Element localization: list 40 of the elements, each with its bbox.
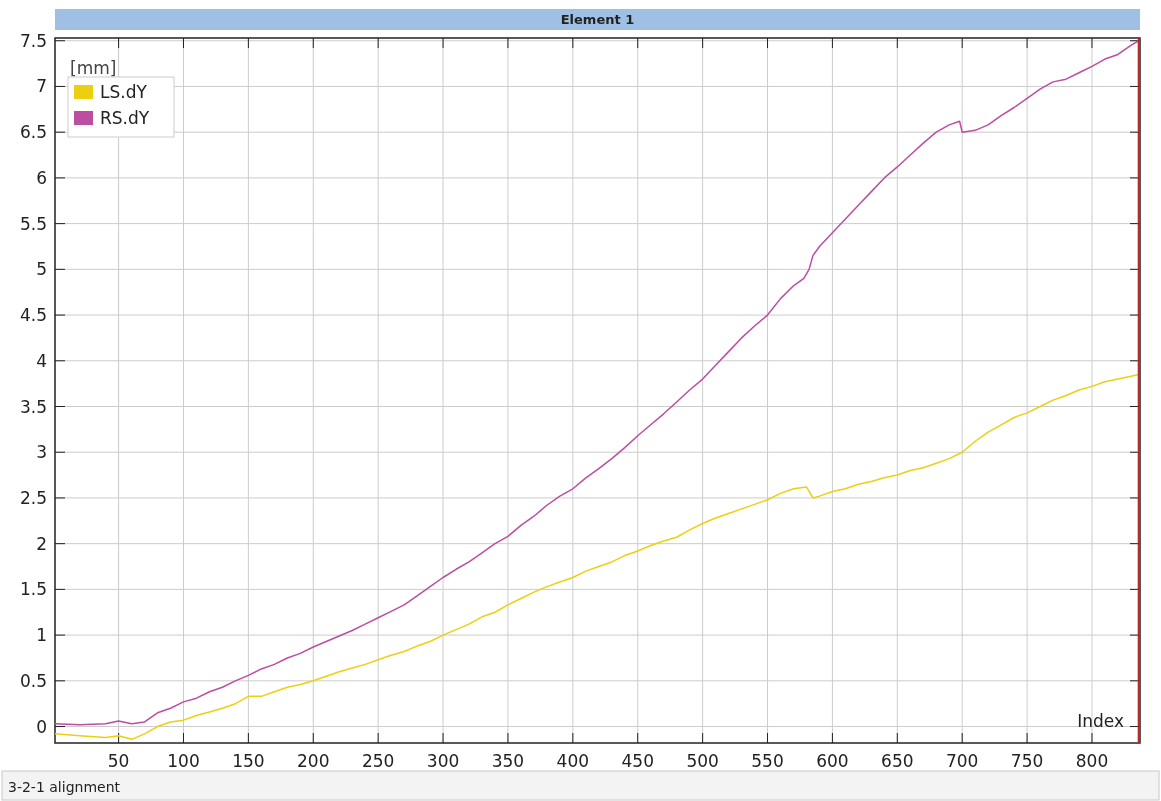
y-tick-label: 1 — [36, 625, 47, 646]
x-tick-label: 300 — [426, 751, 460, 771]
y-tick-label: 7 — [36, 76, 47, 97]
x-tick-label: 550 — [751, 751, 784, 771]
x-tick-label: 800 — [1075, 751, 1109, 771]
x-tick-label: 400 — [556, 751, 590, 771]
x-axis-title: Index — [1077, 711, 1124, 731]
text: 3-2-1 alignment — [8, 779, 121, 795]
y-tick-label: 2.5 — [19, 487, 47, 508]
y-tick-label: 6 — [36, 167, 47, 188]
x-tick-label: 450 — [621, 751, 654, 771]
x-tick-label: 100 — [167, 751, 200, 771]
x-tick-label: 600 — [816, 751, 849, 771]
x-tick-label: 250 — [361, 751, 395, 771]
y-tick-label: 5 — [36, 259, 47, 280]
chart-title: Element 1 — [560, 12, 635, 27]
y-tick-label: 0 — [36, 716, 47, 737]
x-tick-label: 50 — [107, 751, 130, 771]
legend-title: [mm] — [70, 58, 117, 78]
x-tick-label: 500 — [686, 751, 719, 771]
y-tick-label: 7.5 — [19, 30, 47, 51]
x-tick-label: 150 — [232, 751, 265, 771]
y-tick-label: 6.5 — [19, 122, 47, 143]
y-tick-label: 5.5 — [19, 213, 47, 234]
y-tick-label: 0.5 — [19, 670, 47, 691]
legend-label: RS.dY — [100, 108, 150, 128]
line-series — [54, 373, 1140, 741]
x-tick-label: 700 — [945, 751, 979, 771]
x-tick-label: 650 — [881, 751, 914, 771]
y-tick-label: 3 — [36, 442, 47, 463]
x-tick-label: 350 — [491, 751, 525, 771]
y-tick-label: 2 — [36, 533, 47, 554]
y-tick-label: 1.5 — [19, 579, 47, 600]
legend-label: LS.dY — [100, 82, 148, 102]
line-series — [54, 39, 1140, 726]
x-tick-label: 200 — [297, 751, 330, 771]
x-tick-label: 750 — [1010, 751, 1044, 771]
y-tick-label: 3.5 — [19, 396, 47, 417]
y-tick-label: 4.5 — [19, 305, 47, 326]
y-tick-label: 4 — [36, 350, 47, 371]
